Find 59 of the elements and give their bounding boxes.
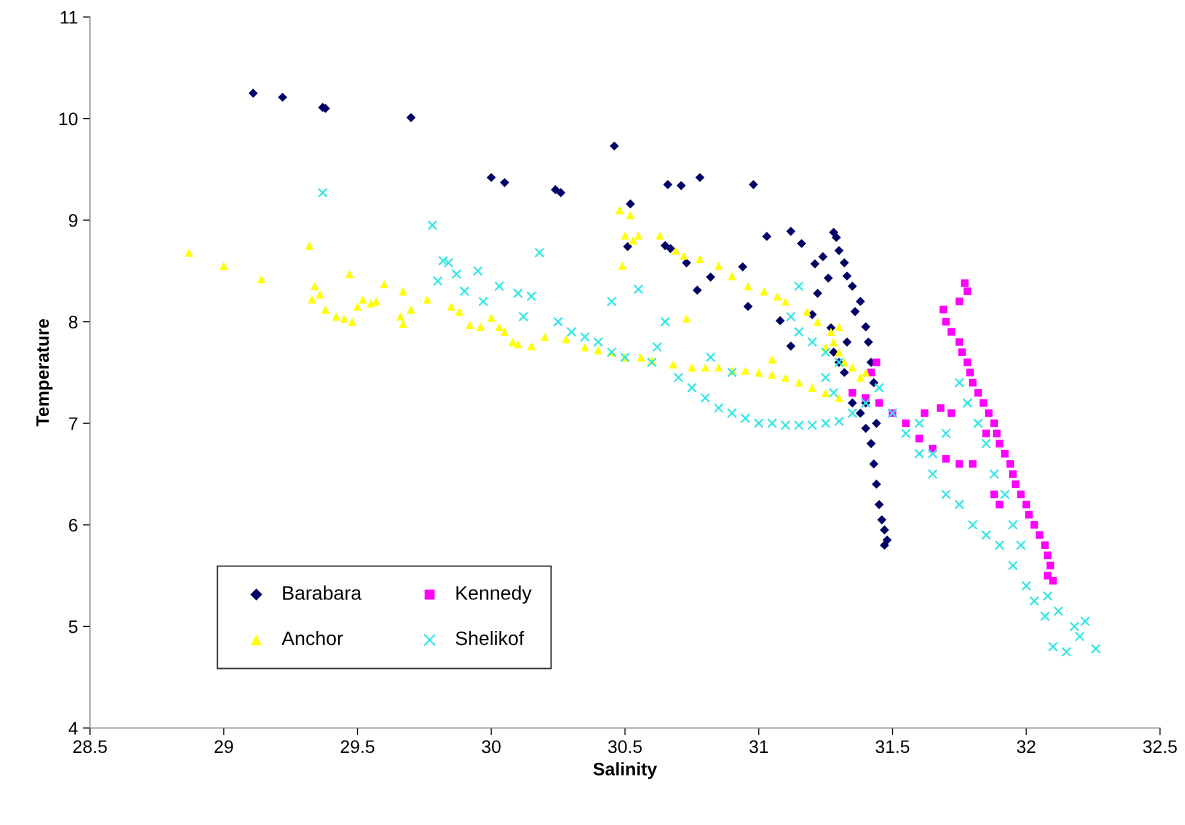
point xyxy=(963,287,972,296)
y-tick-label: 9 xyxy=(69,214,78,227)
legend-label: Barabara xyxy=(283,585,362,600)
x-tick-label: 29.5 xyxy=(340,740,375,754)
point xyxy=(1009,470,1017,478)
point xyxy=(968,460,977,468)
point xyxy=(1035,531,1044,539)
y-tick-label: 4 xyxy=(68,722,78,735)
point xyxy=(1041,541,1049,549)
y-axis-title: Temperature xyxy=(36,319,53,427)
legend-label: Kennedy xyxy=(456,585,532,604)
y-tick-label: 6 xyxy=(69,518,78,532)
point xyxy=(1011,480,1020,489)
point xyxy=(848,389,857,397)
point xyxy=(966,368,974,377)
point xyxy=(920,409,929,417)
point xyxy=(993,429,1001,438)
x-tick-label: 31 xyxy=(749,740,768,754)
point xyxy=(1025,510,1033,519)
point xyxy=(990,419,998,428)
point xyxy=(936,404,945,412)
x-tick-label: 31.5 xyxy=(875,740,910,754)
point xyxy=(1006,460,1014,468)
point xyxy=(990,490,998,499)
y-tick-label: 5 xyxy=(68,620,78,634)
y-tick-label: 7 xyxy=(69,417,78,430)
point xyxy=(947,409,956,417)
point xyxy=(902,419,910,428)
point xyxy=(1030,521,1039,529)
y-tick-label: 11 xyxy=(60,11,78,24)
y-tick-label: 8 xyxy=(68,315,78,329)
point xyxy=(982,429,990,438)
x-axis-title: Salinity xyxy=(593,762,658,780)
point xyxy=(1049,576,1057,585)
point xyxy=(960,279,969,287)
point xyxy=(1022,500,1031,509)
legend-label: Shelikof xyxy=(455,630,525,646)
x-tick-label: 30.5 xyxy=(608,740,642,754)
y-tick-label: 10 xyxy=(59,112,78,126)
x-tick-label: 32.5 xyxy=(1143,740,1177,754)
point xyxy=(947,328,956,336)
point xyxy=(942,317,950,326)
x-tick-label: 30 xyxy=(481,740,501,754)
point xyxy=(985,409,993,417)
x-tick-label: 29 xyxy=(214,740,233,754)
point xyxy=(968,378,977,387)
point xyxy=(958,348,966,356)
legend-label: Anchor xyxy=(281,630,343,646)
point xyxy=(955,338,964,346)
point xyxy=(1001,449,1009,458)
point xyxy=(915,434,924,443)
point xyxy=(875,399,883,407)
point xyxy=(979,399,988,407)
point xyxy=(974,389,982,397)
point xyxy=(942,455,950,463)
x-tick-label: 32 xyxy=(1016,740,1036,754)
point xyxy=(1017,490,1025,499)
point xyxy=(955,460,964,468)
x-tick-label: 28.5 xyxy=(73,740,107,754)
